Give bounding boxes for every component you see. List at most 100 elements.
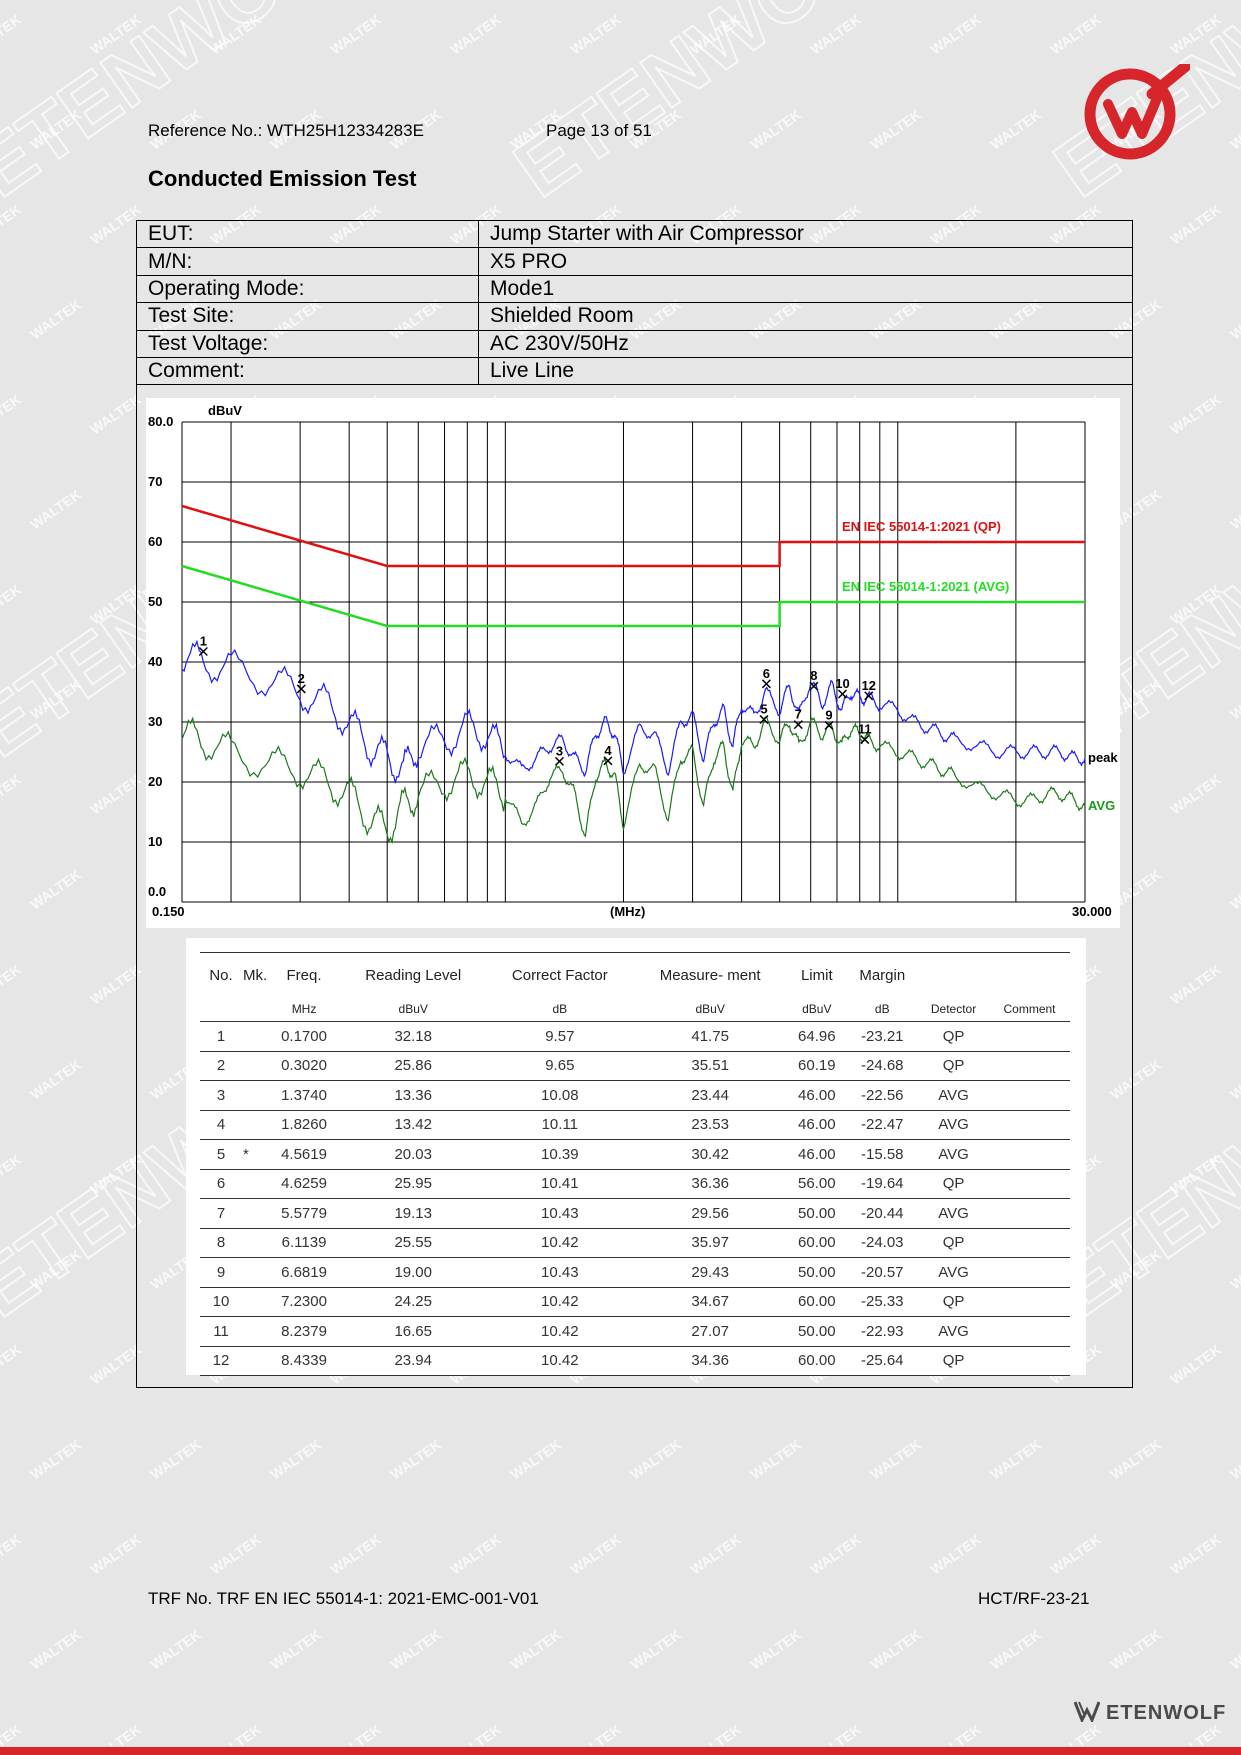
form-code: HCT/RF-23-21 xyxy=(978,1589,1090,1608)
watermark-text: WALTEK xyxy=(267,1626,324,1672)
marker-cross xyxy=(837,689,848,699)
column-unit: dB xyxy=(486,997,634,1022)
marker-label: 5 xyxy=(760,701,767,716)
table-cell: -20.44 xyxy=(846,1198,919,1229)
table-cell: 46.00 xyxy=(787,1139,847,1170)
watermark-text: WALTEK xyxy=(267,1436,324,1482)
peak-series-label: peak xyxy=(1088,750,1118,765)
table-cell: 4 xyxy=(200,1110,242,1140)
table-cell: 23.53 xyxy=(633,1110,788,1140)
column-unit: MHz xyxy=(268,997,340,1022)
watermark-text: WALTEK xyxy=(567,11,624,57)
table-cell: 30.42 xyxy=(633,1139,788,1170)
table-cell: 10.42 xyxy=(486,1346,634,1376)
table-cell: 5 xyxy=(200,1139,242,1170)
table-cell: 19.00 xyxy=(339,1257,487,1288)
marker-cross xyxy=(198,646,208,657)
table-cell xyxy=(242,1228,269,1258)
watermark-text: WALTEK xyxy=(27,296,84,342)
watermark-text: WALTEK xyxy=(1227,676,1241,722)
marker-label: 11 xyxy=(858,722,872,737)
watermark-text: WALTEK xyxy=(927,1531,984,1577)
column-unit xyxy=(242,997,269,1022)
table-cell: 60.00 xyxy=(787,1287,847,1317)
table-cell: 50.00 xyxy=(787,1257,847,1288)
column-header xyxy=(989,953,1070,997)
table-row: 11 8.2379 16.65 10.42 27.07 50.00 -22.93 AVG xyxy=(200,1316,1070,1347)
watermark-text: WALTEK xyxy=(1167,1151,1224,1197)
table-row: 7 5.5779 19.13 10.43 29.56 50.00 -20.44 AVG xyxy=(200,1198,1070,1229)
marker-label: 9 xyxy=(825,707,832,722)
watermark-text: WALTEK xyxy=(27,1246,84,1292)
watermark-text: WALTEK xyxy=(507,1436,564,1482)
watermark-text: WALTEK xyxy=(507,1626,564,1672)
column-header: Measure- ment xyxy=(659,966,761,984)
table-cell: 12 xyxy=(200,1346,242,1376)
watermark-text: WALTEK xyxy=(447,11,504,57)
info-key: Test Site: xyxy=(136,302,479,331)
reference-number: Reference No.: WTH25H12334283E xyxy=(148,121,424,140)
marker-cross xyxy=(554,756,565,766)
table-cell: 10 xyxy=(200,1287,242,1317)
emission-chart: 80.0 70 60 50 40 30 20 10 0.0 dBuV 0.150 30.000 (MHz… xyxy=(146,398,1120,928)
table-cell: -24.68 xyxy=(846,1051,919,1081)
document-title: Conducted Emission Test xyxy=(148,166,417,191)
watermark-text: WALTEK xyxy=(1227,106,1241,152)
watermark-text: WALTEK xyxy=(27,1056,84,1102)
table-cell: 23.94 xyxy=(339,1346,487,1376)
marker-cross xyxy=(860,735,870,745)
table-cell: -23.21 xyxy=(846,1021,919,1052)
table-cell xyxy=(989,1257,1070,1288)
table-cell: 10.41 xyxy=(486,1169,634,1199)
y-tick-label: 70 xyxy=(148,474,162,489)
info-value: Mode1 xyxy=(478,274,1133,304)
watermark-text: WALTEK xyxy=(0,1151,24,1197)
x-axis-unit: (MHz) xyxy=(610,904,645,919)
info-key: EUT: xyxy=(136,219,479,249)
table-cell xyxy=(242,1257,269,1288)
marker-label: 1 xyxy=(200,634,207,649)
table-cell: -19.64 xyxy=(846,1169,919,1199)
results-table: No. Mk. Freq. Reading Level Correct Factor Me… xyxy=(200,952,1070,1376)
marker-cross xyxy=(809,681,819,691)
table-cell: 60.00 xyxy=(787,1228,847,1258)
table-row: 12 8.4339 23.94 10.42 34.36 60.00 -25.64 QP xyxy=(200,1346,1070,1376)
table-cell: 50.00 xyxy=(787,1198,847,1229)
watermark-text: WALTEK xyxy=(747,1626,804,1672)
marker-cross xyxy=(759,714,769,725)
table-cell: 4.5619 xyxy=(268,1139,340,1170)
table-cell: 46.00 xyxy=(787,1080,847,1111)
watermark-text: WALTEK xyxy=(27,1626,84,1672)
table-cell: 8 xyxy=(200,1228,242,1258)
column-unit: Detector xyxy=(918,997,990,1022)
results-panel: No. Mk. Freq. Reading Level Correct Factor Me… xyxy=(186,938,1086,1376)
table-cell: 29.56 xyxy=(633,1198,788,1229)
table-cell: 60.19 xyxy=(787,1051,847,1081)
column-header: Correct Factor xyxy=(511,966,608,984)
watermark-text: WALTEK xyxy=(1047,11,1104,57)
watermark-text: WALTEK xyxy=(147,1626,204,1672)
marker-cross xyxy=(793,720,803,730)
info-value: X5 PRO xyxy=(478,247,1133,276)
watermark-text: WALTEK xyxy=(567,1531,624,1577)
marker-label: 12 xyxy=(861,678,875,693)
table-cell: 10.08 xyxy=(486,1080,634,1111)
info-row: Test Voltage: AC 230V/50Hz xyxy=(136,329,1133,358)
x-tick-label: 30.000 xyxy=(1072,904,1112,919)
table-cell: 10.43 xyxy=(486,1198,634,1229)
table-cell xyxy=(989,1228,1070,1258)
y-axis-unit: dBuV xyxy=(208,403,242,418)
table-cell xyxy=(242,1080,269,1111)
table-row: 9 6.6819 19.00 10.43 29.43 50.00 -20.57 AVG xyxy=(200,1257,1070,1288)
table-cell: 10.39 xyxy=(486,1139,634,1170)
table-cell: -25.33 xyxy=(846,1287,919,1317)
y-tick-label: 40 xyxy=(148,654,162,669)
table-cell: 1.8260 xyxy=(268,1110,340,1140)
table-cell: AVG xyxy=(918,1198,990,1229)
brand-logo: ETENWOLF xyxy=(1073,1700,1226,1725)
table-cell: QP xyxy=(918,1021,990,1052)
table-cell: AVG xyxy=(918,1080,990,1111)
watermark-text: WALTEK xyxy=(867,1436,924,1482)
table-row: 10 7.2300 24.25 10.42 34.67 60.00 -25.33 QP xyxy=(200,1287,1070,1317)
table-cell: 10.42 xyxy=(486,1316,634,1347)
